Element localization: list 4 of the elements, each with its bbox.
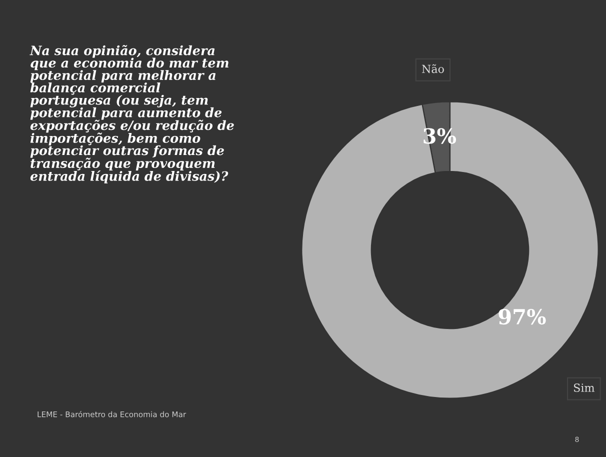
data-label: 97% [498, 308, 546, 325]
slice-label: Não [422, 64, 444, 74]
slice-label: Sim [574, 384, 594, 392]
chart-title: Na sua opinião, considera que a economia do mar tem potencial para melhorar a balança comercial portuguesa (ou seja, tem potencial para aumento de exportações e/ou redução de importações, bem como potenciar outras formas de transação que provoquem entrada líquida de divisas)? [30, 45, 234, 184]
